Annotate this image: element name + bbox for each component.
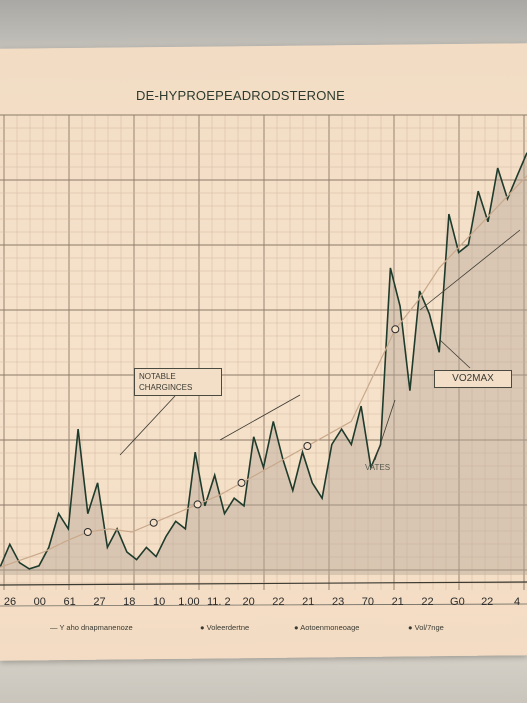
legend-line-icon: —	[50, 623, 58, 632]
legend-label-4: Vol/7nge	[415, 623, 444, 632]
annotation-values: VATES	[365, 463, 390, 472]
x-tick-label: 11. 2	[207, 596, 231, 608]
legend-dot-icon: ●	[200, 623, 205, 632]
x-tick-label: 70	[362, 596, 374, 608]
legend-label-1: Y aho dnapmanenoze	[59, 623, 132, 632]
legend-label-2: Voleerdertne	[207, 623, 250, 632]
x-axis	[0, 582, 527, 585]
x-tick-label: 23	[332, 596, 344, 608]
annotation-notable-changes: NOTABLE CHARGINCES	[134, 368, 222, 396]
x-tick-label: 61	[63, 596, 75, 608]
x-tick-label: 10	[153, 596, 165, 608]
series-marker	[304, 443, 311, 450]
series-marker	[150, 519, 157, 526]
annotation-vo2max-label: VO2MAX	[452, 373, 494, 384]
series-marker	[194, 501, 201, 508]
x-tick-label: G0	[450, 596, 465, 608]
chart-axes	[0, 582, 527, 606]
series-marker	[238, 479, 245, 486]
legend-dot-icon: ●	[408, 623, 413, 632]
legend-rule	[0, 604, 527, 606]
x-tick-label: 22	[481, 596, 493, 608]
x-tick-label: 00	[34, 596, 46, 608]
legend-dot-icon: ●	[294, 623, 299, 632]
x-tick-label: 21	[392, 596, 404, 608]
legend-label-3: Aotoenmoneoage	[300, 623, 359, 632]
legend-item-1: — Y aho dnapmanenoze	[50, 623, 133, 632]
x-tick-label: 21	[302, 596, 314, 608]
x-tick-label: 22	[421, 596, 433, 608]
series-area	[0, 153, 527, 575]
x-tick-label: 18	[123, 596, 135, 608]
x-tick-label: 1.00	[178, 596, 199, 608]
legend-item-3: ● Aotoenmoneoage	[294, 623, 359, 632]
pointer-notable-2	[220, 395, 300, 440]
series-marker	[84, 529, 91, 536]
legend-item-2: ● Voleerdertne	[200, 623, 249, 632]
annotation-notable-label: NOTABLE CHARGINCES	[139, 372, 192, 392]
x-tick-label: 26	[4, 596, 16, 608]
x-tick-label: 4	[514, 596, 520, 608]
x-tick-label: 20	[242, 596, 254, 608]
pointer-notable	[120, 396, 175, 455]
legend-item-4: ● Vol/7nge	[408, 623, 444, 632]
chart-title: DE-HYPROEPEADRODSTERONE	[136, 88, 496, 103]
x-tick-label: 27	[93, 596, 105, 608]
x-tick-label: 22	[272, 596, 284, 608]
annotation-vo2max: VO2MAX	[434, 370, 512, 388]
x-tick-labels: 26 00 61 27 18 10 1.00 11. 2 20 22 21 23 70 21 22 G0 22 4	[4, 596, 520, 608]
series-marker	[392, 326, 399, 333]
